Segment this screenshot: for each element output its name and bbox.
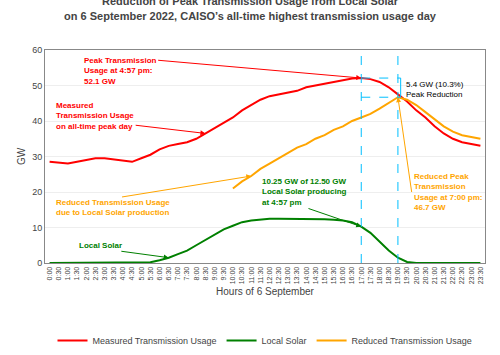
svg-text:5:30: 5:30 <box>147 267 154 281</box>
svg-text:5:00: 5:00 <box>138 267 145 281</box>
svg-text:18:30: 18:30 <box>385 267 392 285</box>
svg-text:MeasuredTransmission Usageon a: MeasuredTransmission Usageon all-time pe… <box>56 101 134 131</box>
svg-text:19:00: 19:00 <box>394 267 401 285</box>
svg-text:10:30: 10:30 <box>238 267 245 285</box>
svg-text:14:30: 14:30 <box>312 267 319 285</box>
svg-text:0: 0 <box>37 258 42 268</box>
svg-text:22:30: 22:30 <box>458 267 465 285</box>
svg-text:40: 40 <box>32 116 42 126</box>
svg-text:Local Solar: Local Solar <box>262 336 307 346</box>
svg-text:5.4 GW (10.3%)Peak Reduction: 5.4 GW (10.3%)Peak Reduction <box>406 80 464 99</box>
svg-text:Measured Transmission Usage: Measured Transmission Usage <box>93 336 217 346</box>
svg-text:21:30: 21:30 <box>440 267 447 285</box>
svg-text:17:00: 17:00 <box>358 267 365 285</box>
svg-text:9:00: 9:00 <box>211 267 218 281</box>
svg-text:7:30: 7:30 <box>183 267 190 281</box>
svg-text:12:30: 12:30 <box>275 267 282 285</box>
svg-text:GW: GW <box>16 147 27 165</box>
svg-text:21:00: 21:00 <box>431 267 438 285</box>
svg-text:23:30: 23:30 <box>477 267 484 285</box>
svg-text:13:30: 13:30 <box>293 267 300 285</box>
svg-text:16:30: 16:30 <box>348 267 355 285</box>
svg-text:22:00: 22:00 <box>449 267 456 285</box>
svg-text:23:00: 23:00 <box>468 267 475 285</box>
svg-text:10: 10 <box>32 223 42 233</box>
svg-text:2:00: 2:00 <box>83 267 90 281</box>
svg-text:3:30: 3:30 <box>110 267 117 281</box>
svg-text:20:30: 20:30 <box>422 267 429 285</box>
svg-text:4:30: 4:30 <box>128 267 135 281</box>
svg-text:0:00: 0:00 <box>46 267 53 281</box>
svg-text:14:00: 14:00 <box>303 267 310 285</box>
svg-text:13:00: 13:00 <box>284 267 291 285</box>
svg-text:17:30: 17:30 <box>367 267 374 285</box>
svg-text:Local Solar: Local Solar <box>79 241 122 250</box>
svg-text:20: 20 <box>32 187 42 197</box>
svg-text:20:00: 20:00 <box>413 267 420 285</box>
svg-text:6:30: 6:30 <box>165 267 172 281</box>
svg-text:16:00: 16:00 <box>339 267 346 285</box>
svg-text:9:30: 9:30 <box>220 267 227 281</box>
svg-text:Peak TransmissionUsage at 4:57: Peak TransmissionUsage at 4:57 pm:52.1 G… <box>84 56 157 86</box>
svg-text:10:00: 10:00 <box>229 267 236 285</box>
svg-text:12:00: 12:00 <box>266 267 273 285</box>
svg-text:1:00: 1:00 <box>64 267 71 281</box>
svg-text:60: 60 <box>32 45 42 55</box>
svg-text:Reduced PeakTransmissionUsage: Reduced PeakTransmissionUsage at 7:00 pm… <box>414 172 482 212</box>
svg-text:7:00: 7:00 <box>174 267 181 281</box>
svg-text:18:00: 18:00 <box>376 267 383 285</box>
svg-text:Hours of 6 September: Hours of 6 September <box>216 286 314 297</box>
svg-text:19:30: 19:30 <box>403 267 410 285</box>
svg-text:3:00: 3:00 <box>101 267 108 281</box>
svg-text:Reduced Transmission Usagedue: Reduced Transmission Usagedue to Local S… <box>56 198 170 217</box>
svg-text:8:00: 8:00 <box>193 267 200 281</box>
svg-text:11:30: 11:30 <box>257 267 264 284</box>
svg-text:8:30: 8:30 <box>202 267 209 281</box>
svg-text:15:00: 15:00 <box>321 267 328 285</box>
svg-text:1:30: 1:30 <box>73 267 80 281</box>
svg-text:Reduced Transmission Usage: Reduced Transmission Usage <box>352 336 472 346</box>
svg-text:6:00: 6:00 <box>156 267 163 281</box>
svg-text:11:00: 11:00 <box>248 267 255 284</box>
svg-text:2:30: 2:30 <box>92 267 99 281</box>
svg-text:15:30: 15:30 <box>330 267 337 285</box>
svg-text:4:00: 4:00 <box>119 267 126 281</box>
svg-text:10.25 GW of 12.50 GWLocal Sola: 10.25 GW of 12.50 GWLocal Solar producin… <box>262 177 347 207</box>
svg-text:30: 30 <box>32 152 42 162</box>
svg-text:50: 50 <box>32 81 42 91</box>
svg-text:0:30: 0:30 <box>55 267 62 281</box>
svg-text:Reduction of Peak Transmission: Reduction of Peak Transmission Usage fro… <box>64 0 437 22</box>
